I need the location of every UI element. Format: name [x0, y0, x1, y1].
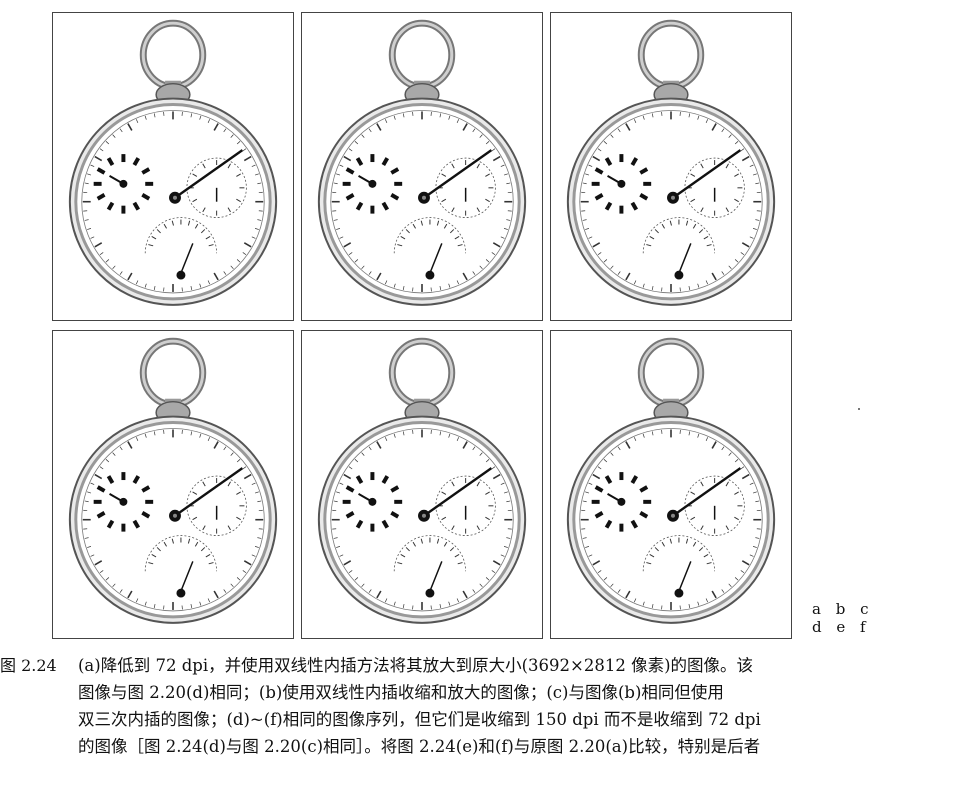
panel-a	[52, 12, 294, 321]
panel-labels-row1: a b c	[812, 600, 874, 618]
panel-c	[550, 12, 792, 321]
panel-f	[550, 330, 792, 639]
pocket-watch-illustration	[68, 19, 278, 306]
caption-text: (a)降低到 72 dpi，并使用双线性内插方法将其放大到原大小(3692×28…	[78, 652, 958, 760]
caption-line: 的图像［图 2.24(d)与图 2.20(c)相同］。将图 2.24(e)和(f…	[78, 737, 761, 756]
panel-e	[301, 330, 543, 639]
caption-label: 图 2.24	[0, 656, 57, 675]
caption-line: (a)降低到 72 dpi，并使用双线性内插方法将其放大到原大小(3692×28…	[78, 656, 754, 675]
pocket-watch-illustration	[68, 337, 278, 624]
stray-dot	[858, 408, 860, 410]
panel-label-key: a b c d e f	[812, 600, 873, 636]
pocket-watch-illustration	[317, 337, 527, 624]
pocket-watch-illustration	[566, 337, 776, 624]
panel-b	[301, 12, 543, 321]
pocket-watch-illustration	[317, 19, 527, 306]
panel-d	[52, 330, 294, 639]
pocket-watch-illustration	[566, 19, 776, 306]
caption-line: 双三次内插的图像；(d)~(f)相同的图像序列，但它们是收缩到 150 dpi …	[78, 710, 761, 729]
panel-labels-row2: d e f	[812, 618, 871, 636]
caption-line: 图像与图 2.20(d)相同；(b)使用双线性内插收缩和放大的图像；(c)与图像…	[78, 683, 724, 702]
